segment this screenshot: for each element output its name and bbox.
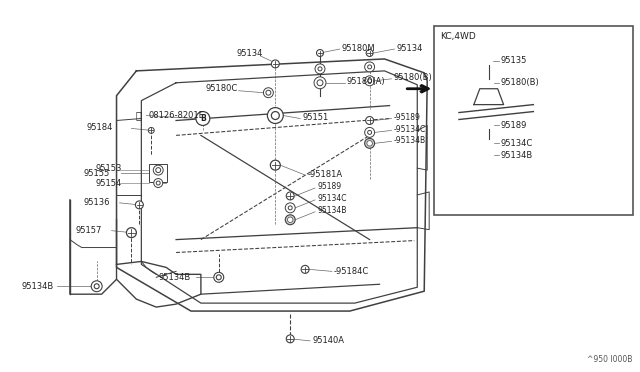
- Circle shape: [287, 217, 293, 222]
- Circle shape: [154, 179, 163, 187]
- Circle shape: [285, 215, 295, 225]
- Circle shape: [366, 49, 373, 57]
- Circle shape: [365, 62, 374, 72]
- Circle shape: [367, 141, 372, 146]
- Circle shape: [484, 57, 493, 65]
- Circle shape: [264, 88, 273, 98]
- Text: -95134B: -95134B: [394, 136, 426, 145]
- Circle shape: [214, 272, 224, 282]
- Circle shape: [365, 128, 374, 137]
- Circle shape: [365, 76, 374, 86]
- Text: 95180C: 95180C: [206, 84, 238, 93]
- Bar: [149, 164, 167, 182]
- Text: 08126-8201E: 08126-8201E: [148, 111, 204, 120]
- Circle shape: [365, 138, 374, 148]
- Circle shape: [286, 335, 294, 343]
- Text: KC,4WD: KC,4WD: [440, 32, 476, 41]
- Bar: [434, 26, 633, 215]
- Text: 95184: 95184: [87, 123, 113, 132]
- Circle shape: [286, 192, 294, 200]
- Text: -95189: -95189: [394, 113, 420, 122]
- Circle shape: [484, 150, 493, 160]
- Text: 95134: 95134: [236, 49, 262, 58]
- Text: -95181A: -95181A: [307, 170, 342, 179]
- Text: 95134B: 95134B: [159, 273, 191, 282]
- Text: 95154: 95154: [95, 179, 122, 187]
- Circle shape: [285, 203, 295, 213]
- Circle shape: [301, 265, 309, 273]
- Circle shape: [92, 281, 102, 292]
- Text: 95180(A): 95180(A): [347, 77, 385, 86]
- Circle shape: [270, 160, 280, 170]
- Text: 95134B: 95134B: [317, 206, 346, 215]
- Circle shape: [271, 60, 279, 68]
- Text: 95134C: 95134C: [500, 139, 533, 148]
- Circle shape: [153, 165, 163, 175]
- Circle shape: [314, 77, 326, 89]
- Text: B: B: [200, 114, 205, 123]
- Circle shape: [486, 153, 492, 158]
- Text: 95134: 95134: [396, 44, 423, 52]
- Circle shape: [268, 108, 284, 124]
- Circle shape: [484, 78, 493, 88]
- Circle shape: [148, 128, 154, 134]
- Circle shape: [136, 201, 143, 209]
- Circle shape: [317, 49, 323, 57]
- Text: 95153: 95153: [95, 164, 122, 173]
- Text: 95155: 95155: [84, 169, 110, 177]
- Text: 95189: 95189: [500, 121, 527, 130]
- Text: -95184C: -95184C: [334, 267, 369, 276]
- Text: 95136: 95136: [84, 198, 110, 207]
- Text: 95151: 95151: [302, 113, 328, 122]
- Circle shape: [484, 122, 493, 129]
- Text: -95134C: -95134C: [394, 125, 426, 134]
- Circle shape: [196, 112, 210, 125]
- Text: 95134B: 95134B: [22, 282, 54, 291]
- Text: ^950 I000B: ^950 I000B: [588, 355, 633, 364]
- Circle shape: [484, 138, 493, 148]
- Text: 95180M: 95180M: [342, 44, 376, 52]
- Text: 95134B: 95134B: [500, 151, 533, 160]
- Text: 95189: 95189: [317, 183, 341, 192]
- Text: 95140A: 95140A: [312, 336, 344, 345]
- Circle shape: [315, 64, 325, 74]
- Text: 95135: 95135: [500, 57, 527, 65]
- Circle shape: [127, 228, 136, 238]
- Circle shape: [365, 116, 374, 125]
- Text: 95180(B): 95180(B): [394, 73, 432, 82]
- Text: Ⓑ: Ⓑ: [136, 110, 141, 121]
- Text: 95134C: 95134C: [317, 195, 346, 203]
- Text: 95157: 95157: [76, 226, 102, 235]
- Text: 95180(B): 95180(B): [500, 78, 540, 87]
